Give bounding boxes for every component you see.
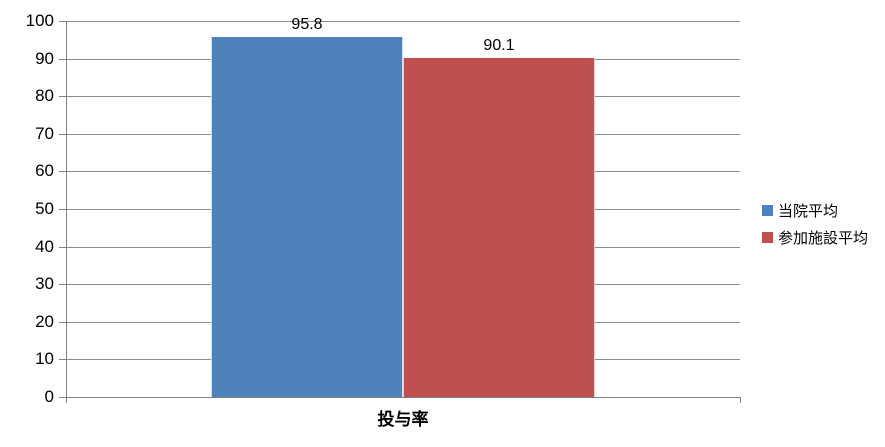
y-tick-label: 40: [35, 237, 54, 256]
y-axis-tick: [59, 397, 66, 398]
legend-swatch-icon: [762, 232, 773, 243]
y-tick-label: 80: [35, 86, 54, 105]
legend-item-1: 参加施設平均: [762, 228, 868, 247]
data-label-series-1: 90.1: [483, 37, 515, 54]
y-axis-line: [66, 21, 67, 403]
y-tick-label: 100: [25, 11, 54, 30]
x-axis-title: 投与率: [377, 410, 429, 429]
data-label-series-0: 95.8: [291, 16, 323, 33]
y-axis-tick: [59, 21, 66, 22]
y-tick-label: 20: [35, 312, 54, 331]
y-tick-label: 10: [35, 349, 54, 368]
bar-series-0: [211, 37, 403, 397]
legend: 当院平均参加施設平均: [762, 201, 868, 247]
y-axis-tick: [59, 171, 66, 172]
legend-swatch-icon: [762, 205, 773, 216]
y-tick-label: 60: [35, 161, 54, 180]
bar-series-1: [403, 58, 595, 397]
legend-label: 当院平均: [778, 203, 839, 220]
y-tick-label: 30: [35, 274, 54, 293]
y-tick-label: 50: [35, 199, 54, 218]
y-tick-label: 0: [44, 387, 54, 406]
gridline: [66, 21, 740, 22]
legend-item-0: 当院平均: [762, 201, 868, 220]
y-axis-tick: [59, 359, 66, 360]
x-axis-end-tick: [740, 397, 741, 403]
x-axis-line: [66, 397, 741, 398]
y-axis-tick: [59, 209, 66, 210]
y-axis-tick: [59, 96, 66, 97]
y-tick-label: 70: [35, 124, 54, 143]
y-axis-tick: [59, 134, 66, 135]
y-tick-label: 90: [35, 49, 54, 68]
y-axis-tick: [59, 322, 66, 323]
y-axis-tick: [59, 247, 66, 248]
legend-label: 参加施設平均: [778, 230, 869, 247]
y-axis-tick: [59, 284, 66, 285]
y-axis-tick: [59, 59, 66, 60]
